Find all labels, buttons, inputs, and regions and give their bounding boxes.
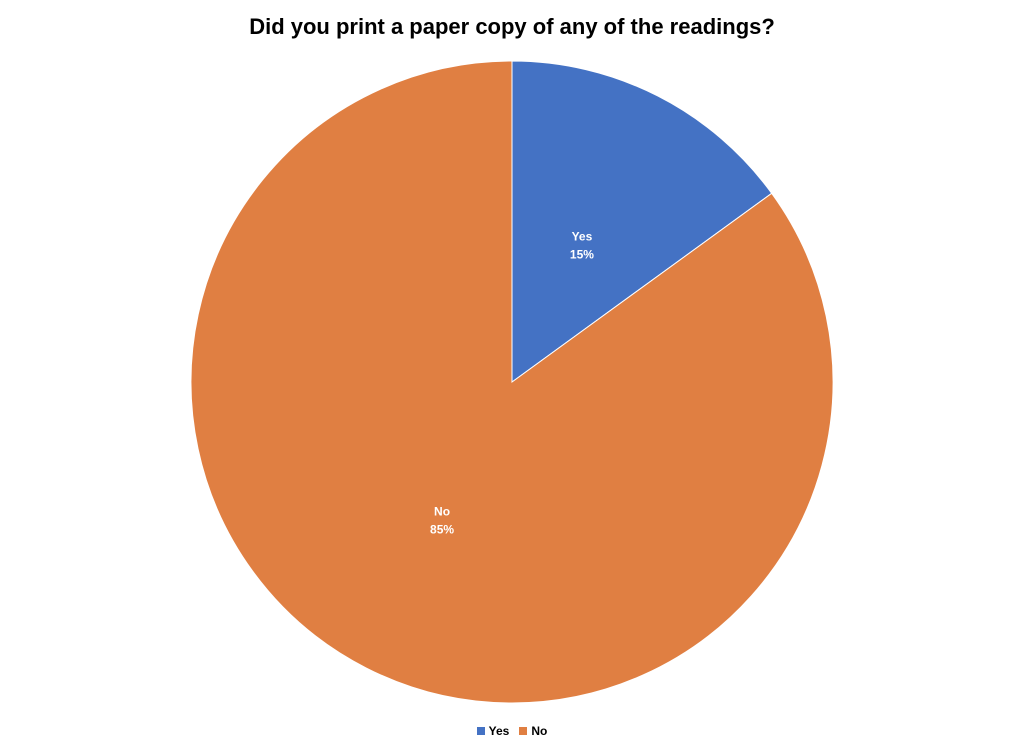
slice-label-category: Yes bbox=[572, 230, 593, 244]
slice-label-category: No bbox=[434, 504, 450, 518]
pie-slices bbox=[190, 60, 834, 704]
slice-label-percent: 85% bbox=[430, 522, 454, 536]
pie-slice-no bbox=[190, 60, 834, 704]
pie-slice-yes bbox=[511, 60, 773, 383]
chart-title: Did you print a paper copy of any of the… bbox=[249, 14, 775, 39]
legend-swatch-no bbox=[519, 727, 528, 735]
legend-swatch-yes bbox=[476, 727, 485, 735]
legend-item-yes: Yes bbox=[476, 724, 510, 738]
legend-label-yes: Yes bbox=[488, 724, 510, 738]
pie-labels: Yes 15% No 85% bbox=[430, 230, 594, 537]
legend-item-no: No bbox=[519, 724, 547, 738]
legend-label-no: No bbox=[531, 724, 548, 738]
legend: Yes No bbox=[0, 724, 1024, 738]
slice-label-percent: 15% bbox=[570, 248, 594, 262]
